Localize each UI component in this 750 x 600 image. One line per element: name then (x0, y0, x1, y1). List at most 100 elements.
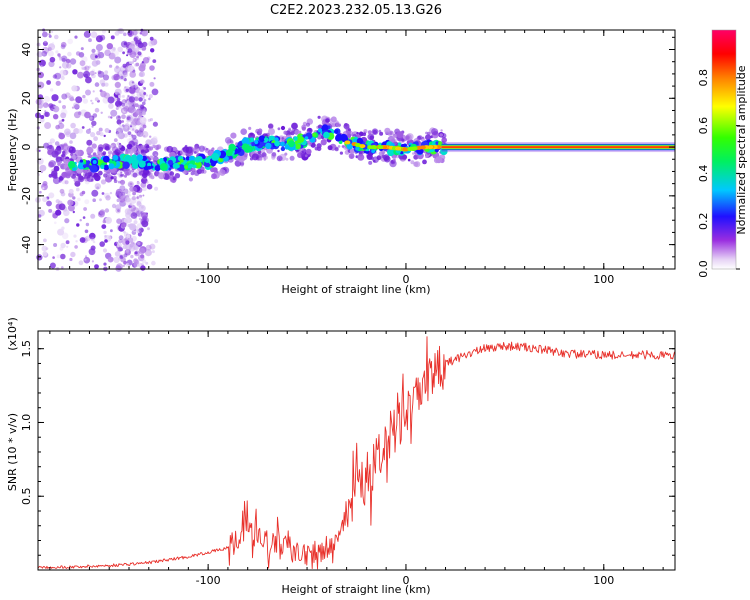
spectrogram-band-dot (188, 177, 193, 182)
spectrogram-noise-dot (127, 65, 134, 72)
spectrogram-band-dot (407, 158, 411, 162)
spectrogram-noise-dot (54, 34, 59, 40)
spectrogram-noise-dot (52, 256, 55, 259)
spectrogram-noise-dot (91, 102, 94, 105)
spectrogram-ridge-blob (112, 154, 119, 161)
spectrogram-noise-dot (127, 48, 133, 53)
spectrogram-noise-dot (85, 76, 92, 84)
spectrogram-noise-dot (122, 51, 125, 55)
colorbar-frame (711, 29, 737, 270)
spectrogram-band-dot (126, 143, 133, 150)
spectrogram-noise-dot (138, 89, 145, 95)
spectrogram-noise-dot (153, 77, 156, 80)
spectrogram-noise-dot (69, 132, 77, 140)
spectrogram-noise-dot (133, 135, 136, 138)
spectrogram-band-dot (405, 135, 410, 140)
spectrogram-noise-dot (94, 264, 99, 269)
spectrogram-hot-blob (354, 143, 361, 147)
spectrogram-noise-dot (123, 253, 128, 258)
spectrogram-noise-dot (75, 51, 81, 56)
spectrogram-noise-dot (119, 192, 126, 199)
spectrogram-noise-dot (64, 128, 71, 136)
spectrogram-ridge-blob (154, 165, 161, 172)
spectrogram-ridge-blob (284, 144, 290, 150)
spectrogram-noise-dot (132, 128, 135, 131)
spectrogram-band-dot (291, 128, 295, 132)
spectrogram-noise-dot (134, 96, 139, 102)
spectrogram-noise-dot (139, 71, 145, 78)
spectrogram-noise-dot (83, 207, 87, 211)
spectrogram-band-dot (350, 155, 354, 159)
spectrogram-ridge-blob (334, 129, 339, 134)
spectrogram-noise-dot (77, 197, 81, 202)
spectrogram-noise-dot (58, 120, 63, 124)
spectrogram-noise-dot (117, 72, 120, 75)
spectrogram-noise-dot (129, 125, 133, 128)
spectrogram-band-dot (51, 148, 55, 152)
spectrogram-band-dot (110, 176, 114, 180)
spectrogram-noise-dot (142, 186, 147, 192)
spectrogram-noise-dot (154, 239, 159, 244)
spectrogram-band-dot (277, 149, 280, 153)
spectrogram-noise-dot (79, 219, 82, 222)
spectrogram-noise-dot (81, 56, 88, 63)
spectrogram-band-dot (200, 169, 205, 174)
spectrogram-noise-dot (38, 149, 41, 152)
spectrogram-ridge-blob (89, 164, 98, 173)
spectrogram-noise-dot (136, 181, 140, 185)
spectrogram-noise-dot (89, 70, 95, 76)
spectrogram-noise-dot (133, 220, 138, 225)
spectrogram-noise-dot (116, 172, 120, 176)
spectrogram-noise-dot (40, 171, 43, 174)
spectrogram-noise-dot (64, 218, 70, 224)
spectrogram-band-dot (155, 147, 159, 151)
spectrogram-band-dot (218, 169, 226, 176)
spectrogram-band-dot (150, 175, 155, 180)
spectrogram-noise-dot (131, 85, 135, 89)
spectrogram-band-dot (337, 145, 341, 148)
spectrogram-noise-dot (97, 51, 105, 59)
spectrogram-noise-dot (116, 198, 120, 203)
spectrogram-noise-dot (135, 62, 140, 67)
spectrogram-noise-dot (147, 118, 151, 122)
spectrogram-noise-dot (141, 29, 149, 37)
spectrogram-band-dot (61, 153, 66, 158)
spectrogram-noise-dot (88, 128, 91, 131)
spectrogram-noise-dot (98, 127, 103, 132)
colorbar-tick-label: 0.8 (697, 69, 710, 87)
spectrogram-noise-dot (71, 106, 75, 109)
spectrogram-band-dot (279, 153, 287, 161)
spectrogram-noise-dot (97, 70, 102, 75)
spectrogram-band-dot (193, 170, 200, 177)
spectrogram-noise-dot (104, 127, 110, 133)
spectrogram-noise-dot (39, 164, 47, 172)
spectrogram-band-dot (132, 172, 138, 178)
spectrogram-noise-dot (104, 49, 111, 57)
spectrogram-band-dot (290, 131, 295, 136)
spectrogram-noise-dot (145, 94, 149, 97)
spectrogram-noise-dot (139, 116, 147, 124)
spectrogram-band-dot (229, 140, 234, 144)
spectrogram-hot-blob (359, 144, 366, 149)
spectrogram-noise-dot (135, 109, 141, 116)
spectrogram-ridge-blob (167, 159, 173, 165)
spectrogram-band-dot (425, 134, 431, 141)
spectrogram-noise-dot (140, 254, 145, 259)
spectrogram-band-dot (154, 153, 158, 157)
spectrogram-ridge-blob (92, 160, 97, 164)
spectrogram-noise-dot (129, 201, 134, 207)
spectrogram-noise-dot (73, 102, 80, 109)
spectrogram-noise-dot (46, 80, 51, 85)
colorbar-tick-label: 0.6 (697, 117, 710, 135)
spectrogram-noise-dot (60, 112, 67, 119)
spectrogram-noise-dot (131, 196, 136, 201)
spectrogram-noise-dot (123, 217, 131, 224)
spectrogram-noise-dot (61, 93, 68, 100)
spectrogram-noise-dot (123, 42, 128, 46)
tone-core (441, 146, 675, 148)
spectrogram-band-dot (183, 171, 187, 175)
spectrogram-band-dot (49, 163, 52, 167)
spectrogram-ridge-blob (82, 164, 87, 168)
spectrogram-band-dot (198, 145, 205, 152)
spectrogram-y-tick-label: 20 (20, 91, 33, 105)
